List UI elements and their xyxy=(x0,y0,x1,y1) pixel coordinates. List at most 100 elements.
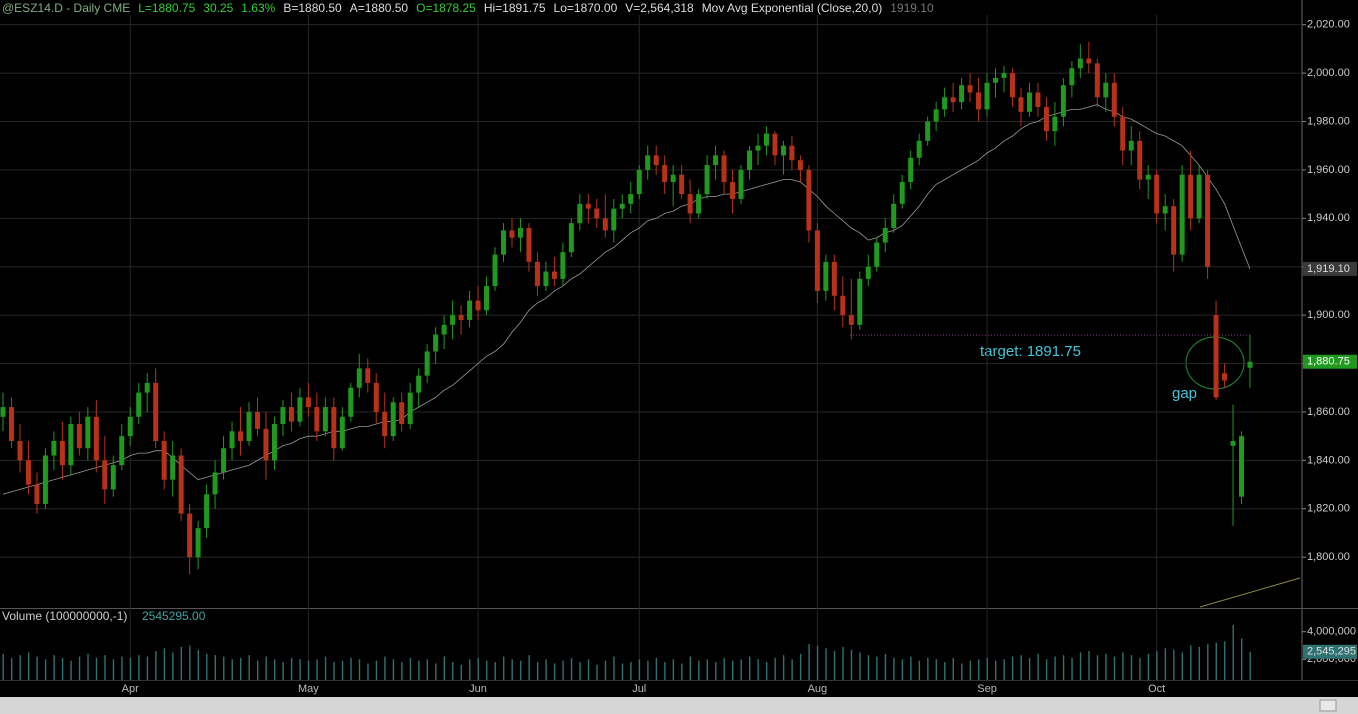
volume-bar xyxy=(782,655,785,680)
candle-body xyxy=(933,109,939,122)
volume-bar xyxy=(519,660,522,680)
scrollbar[interactable] xyxy=(0,697,1358,714)
header-item: V=2,564,318 xyxy=(625,1,694,15)
volume-bar xyxy=(78,656,81,680)
volume-bar xyxy=(375,660,378,680)
candle-body xyxy=(1128,140,1134,151)
volume-bar xyxy=(859,652,861,680)
candle-body xyxy=(441,324,447,335)
volume-bar xyxy=(1113,656,1116,680)
candle-body xyxy=(153,382,159,441)
candle-body xyxy=(356,368,362,388)
volume-bar xyxy=(1062,655,1065,680)
volume-bar xyxy=(155,651,157,680)
header-item: A=1880.50 xyxy=(350,1,409,15)
volume-bar xyxy=(799,653,802,680)
volume-bar xyxy=(1147,653,1150,680)
header-item: L=1880.75 xyxy=(138,1,195,15)
candle-body xyxy=(882,227,888,243)
y-tick-label: 1,940.00 xyxy=(1307,212,1350,224)
volume-bar xyxy=(502,656,505,680)
header-item: Lo=1870.00 xyxy=(554,1,618,15)
volume-bar xyxy=(732,660,734,680)
candle-body xyxy=(1162,206,1168,214)
volume-bar xyxy=(604,660,607,680)
volume-bar xyxy=(367,663,369,680)
volume-bar xyxy=(10,657,13,680)
candle-body xyxy=(950,97,956,103)
candle-body xyxy=(534,261,540,287)
candle-body xyxy=(458,315,464,320)
volume-bar xyxy=(1224,641,1226,680)
volume-bar xyxy=(350,657,352,680)
candle-body xyxy=(551,271,557,279)
candle-body xyxy=(568,223,574,253)
volume-bar xyxy=(808,644,810,680)
volume-bar xyxy=(299,659,301,680)
header-item: 1919.10 xyxy=(890,1,934,15)
scroll-button[interactable] xyxy=(1319,699,1337,712)
volume-bar xyxy=(401,662,403,680)
volume-bar xyxy=(231,659,233,680)
volume-bar xyxy=(1028,657,1031,680)
candle-body xyxy=(17,440,23,461)
volume-bar xyxy=(358,659,361,680)
volume-bar xyxy=(53,655,55,680)
candle-body xyxy=(76,424,82,449)
volume-bar xyxy=(1045,659,1048,680)
candle-body xyxy=(577,203,583,224)
candle-body xyxy=(1196,174,1202,219)
candle-body xyxy=(127,416,133,437)
candle-body xyxy=(42,455,48,504)
volume-bar xyxy=(104,655,106,680)
y-tick-label: 2,000.00 xyxy=(1307,67,1350,79)
candle-body xyxy=(687,194,693,214)
x-tick-label: Jun xyxy=(469,683,487,695)
volume-bar xyxy=(409,657,412,680)
volume-bar xyxy=(112,659,115,680)
candle-body xyxy=(178,455,184,514)
volume-bar xyxy=(1164,648,1167,680)
candle-body xyxy=(628,194,634,204)
candle-body xyxy=(1001,73,1007,78)
candle-body xyxy=(814,230,820,291)
candle-body xyxy=(119,436,125,466)
candle-body xyxy=(221,448,227,473)
volume-bar xyxy=(87,653,89,680)
volume-bar xyxy=(316,659,318,680)
volume-bar xyxy=(672,659,675,680)
volume-value-label: 2,545,295 xyxy=(1307,646,1356,658)
volume-bar xyxy=(1139,657,1141,680)
candle-body xyxy=(543,271,549,287)
volume-bar xyxy=(1054,656,1056,680)
volume-bar xyxy=(1079,652,1082,680)
volume-bar xyxy=(621,663,624,680)
candle-body xyxy=(1154,174,1160,214)
candle-body xyxy=(780,145,786,156)
candle-body xyxy=(263,428,269,461)
volume-bar xyxy=(910,656,912,680)
candle-body xyxy=(831,261,837,296)
header-item: Mov Avg Exponential (Close,20,0) xyxy=(702,1,883,15)
volume-bar xyxy=(1215,642,1217,680)
candle-body xyxy=(747,150,753,170)
volume-bar xyxy=(324,656,327,680)
volume-bar xyxy=(273,659,276,680)
candle-body xyxy=(653,155,659,166)
volume-bar xyxy=(341,660,344,680)
volume-bar xyxy=(715,662,717,680)
volume-bar xyxy=(392,659,395,680)
candle-body xyxy=(696,194,702,214)
candle-body xyxy=(271,424,277,461)
header-item: 30.25 xyxy=(203,1,233,15)
volume-bar xyxy=(944,662,946,680)
volume-bar xyxy=(333,662,335,680)
candle-body xyxy=(1060,85,1066,117)
candle-body xyxy=(848,315,854,325)
candle-body xyxy=(840,295,846,316)
candle-body xyxy=(1103,82,1109,98)
volume-bar xyxy=(256,660,259,680)
candle-body xyxy=(1188,174,1194,219)
candle-body xyxy=(942,97,948,110)
candle-body xyxy=(993,77,999,83)
